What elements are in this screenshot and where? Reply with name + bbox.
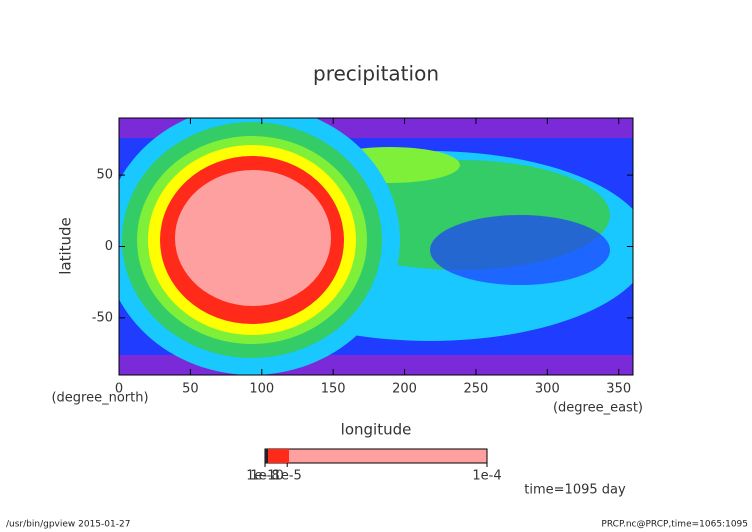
colorbar-tick-label: 1e-10 [246,469,284,484]
y-tick-label: -50 [92,310,113,325]
colorbar-tick-label: 1e-8 [250,469,279,484]
contour-field [119,118,633,375]
colorbar-segment [268,449,289,463]
footer-right: PRCP.nc@PRCP,time=1065:1095 [601,520,748,530]
colorbar-tick-label: 1e-4 [472,469,501,484]
colorbar-tick-label: 1e-5 [273,469,302,484]
x-tick-label: 250 [464,382,489,397]
y-tick-label: 0 [105,239,113,254]
x-axis-units: (degree_east) [553,401,643,416]
x-tick-label: 350 [606,382,631,397]
x-axis-label: longitude [341,421,412,439]
x-tick-label: 100 [249,382,274,397]
y-tick-label: 50 [96,168,113,183]
x-tick-label: 50 [182,382,199,397]
y-axis-units: (degree_north) [51,391,148,406]
annotation: time=1095 day [524,483,626,498]
colorbar [264,448,488,464]
x-tick-label: 150 [321,382,346,397]
x-tick-label: 200 [392,382,417,397]
footer-left: /usr/bin/gpview 2015-01-27 [6,520,130,530]
y-axis-label: latitude [57,217,75,275]
x-tick-label: 0 [115,382,123,397]
colorbar-segment [265,449,268,463]
x-tick-label: 300 [535,382,560,397]
chart-title: precipitation [313,62,439,86]
